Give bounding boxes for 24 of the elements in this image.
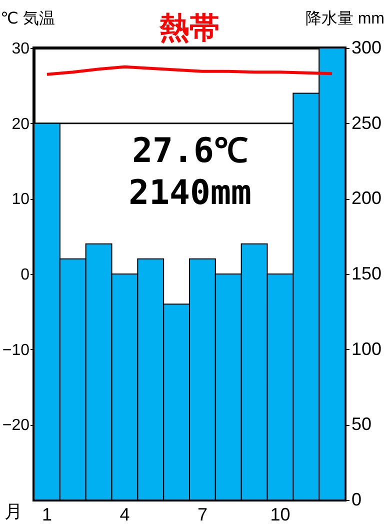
x-tick-label: 1 [42,504,52,524]
y-tick-label: 30 [12,40,30,58]
y-tick-label: 10 [12,191,30,208]
y2-tick-label: 150 [352,264,382,284]
line-series [45,65,334,76]
y-tick-label: −20 [2,417,30,434]
x-tick-label: 7 [197,504,208,524]
y2-tick-label: 200 [352,188,382,208]
y2-axis-title: 降水量 mm [305,10,384,28]
x-axis-title: 月 [4,502,22,522]
annotation: 2140mm [128,173,252,213]
y-axis-title: ℃ 気温 [0,10,55,28]
y-tick-label: −10 [2,342,30,359]
y2-tick-label: 100 [352,338,382,359]
x-tick-label: 4 [120,504,130,524]
y2-tick-label: 300 [352,38,382,58]
y2-tick-label: 50 [352,414,372,434]
y2-tick-label: 250 [352,112,382,133]
x-tick-label: 10 [270,504,290,524]
annotation: 27.6℃ [132,131,248,171]
y2-tick-label: 0 [352,490,362,510]
chart-title: 熱帯 [158,12,220,45]
y-tick-label: 0 [20,266,30,284]
y-tick-label: 20 [12,116,30,133]
